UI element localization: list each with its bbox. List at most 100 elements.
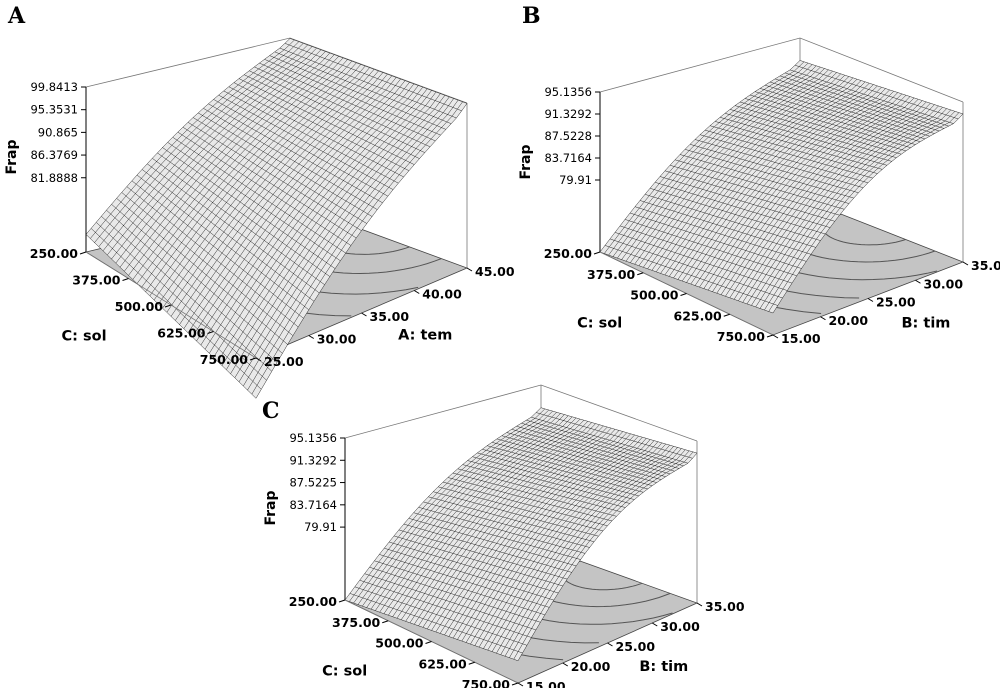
mesh-line-v: [608, 62, 809, 256]
y-tick-label: 375.00: [72, 273, 121, 288]
x-tick-label: 20.00: [829, 313, 869, 328]
mesh-line-v: [725, 99, 919, 297]
mesh-line-v: [621, 66, 821, 260]
z-tick-label: 95.3531: [30, 103, 78, 117]
x-tick-mark: [651, 622, 658, 627]
y-tick-mark: [382, 620, 389, 624]
mesh-line-v: [694, 89, 890, 286]
x-tick-label: 25.00: [616, 639, 656, 654]
mesh-line-v: [625, 68, 825, 262]
mesh-line-v: [153, 64, 361, 301]
mesh-line-v: [145, 60, 353, 292]
x-tick-label: 35.00: [370, 309, 410, 324]
mesh-line-v: [115, 49, 322, 264]
mesh-line-v: [669, 81, 866, 277]
y-tick-mark: [723, 313, 730, 317]
y-tick-mark: [249, 357, 257, 361]
mesh-line-v: [690, 88, 886, 285]
mesh-line-v: [409, 424, 600, 623]
z-tick-label: 87.5228: [544, 129, 592, 143]
x-tick-mark: [255, 357, 262, 362]
mesh-line-v: [656, 77, 854, 272]
surface-fill: [345, 407, 697, 661]
x-tick-label: 25.00: [876, 295, 916, 310]
x-tick-label: 45.00: [475, 264, 515, 279]
y-axis-label: C: sol: [62, 328, 107, 344]
mesh-line-v: [478, 442, 663, 648]
mesh-line-v: [500, 448, 682, 655]
mesh-line-v: [686, 87, 882, 283]
mesh-line-v: [716, 96, 911, 294]
mesh-line-v: [136, 57, 344, 284]
z-tick-label: 91.3292: [289, 453, 337, 467]
mesh-line-v: [720, 97, 915, 295]
x-tick-label: 20.00: [571, 659, 611, 674]
y-tick-label: 250.00: [30, 246, 79, 261]
x-tick-label: 30.00: [660, 619, 700, 634]
mesh-line-v: [517, 452, 698, 661]
x-tick-mark: [466, 267, 473, 272]
mesh-line-v: [742, 104, 935, 303]
mesh-line-v: [712, 95, 907, 292]
mesh-line-v: [638, 72, 837, 266]
mesh-line-v: [461, 438, 647, 642]
surface-fill: [86, 38, 467, 399]
mesh-line-v: [179, 73, 388, 325]
y-tick-mark: [79, 251, 87, 255]
surface-fill: [600, 60, 963, 314]
mesh-line-v: [431, 430, 620, 631]
mesh-line-v: [414, 425, 604, 625]
y-tick-label: 625.00: [157, 326, 206, 341]
x-axis-label: B: tim: [639, 659, 688, 675]
x-tick-label: 40.00: [422, 287, 462, 302]
mesh-line-v: [362, 412, 557, 607]
mesh-line-v: [729, 100, 923, 298]
mesh-line-v: [107, 46, 313, 256]
mesh-line-v: [427, 429, 616, 630]
mesh-line-v: [251, 101, 463, 395]
mesh-line-v: [119, 51, 326, 268]
x-tick-mark: [562, 662, 569, 667]
mesh-line-v: [630, 69, 829, 263]
mesh-line-v: [483, 443, 666, 649]
z-tick-label: 91.3292: [544, 107, 592, 121]
mesh-line-v: [746, 105, 939, 305]
mesh-line-v: [166, 69, 375, 313]
mesh-line-v: [513, 451, 694, 660]
mesh-line-v: [751, 107, 943, 306]
y-tick-mark: [593, 251, 601, 255]
y-tick-mark: [122, 278, 129, 281]
panel-label: B: [522, 3, 541, 29]
mesh-line-v: [474, 441, 659, 646]
mesh-line-v: [707, 93, 903, 291]
x-tick-label: 30.00: [924, 276, 964, 291]
mesh-line-v: [132, 56, 339, 280]
x-tick-mark: [517, 682, 524, 687]
mesh-line-v: [617, 65, 817, 259]
x-tick-mark: [696, 602, 703, 607]
mesh-line-v: [192, 78, 401, 338]
mesh-line-v: [457, 437, 643, 640]
mesh-line-v: [604, 61, 805, 254]
mesh-line-v: [439, 432, 627, 634]
mesh-line-v: [162, 67, 370, 309]
y-tick-label: 500.00: [375, 636, 424, 651]
y-tick-mark: [207, 331, 214, 334]
mesh-line-v: [392, 420, 585, 617]
mesh-line-v: [699, 91, 894, 288]
mesh-line-v: [465, 439, 651, 643]
x-tick-label: 30.00: [317, 332, 357, 347]
mesh-line-v: [418, 426, 608, 626]
x-tick-mark: [962, 261, 969, 266]
mesh-line-v: [243, 98, 454, 387]
mesh-line-v: [370, 414, 565, 610]
mesh-line-v: [452, 435, 639, 639]
mesh-line-v: [94, 41, 300, 243]
surface-panel-b: 95.1356 91.3292 87.5228 83.7164 79.91 Frap 250…: [518, 3, 1000, 346]
surface-panel-c: 95.1356 91.3292 87.5225 83.7164 79.91 Frap 250…: [262, 384, 745, 688]
mesh-line-v: [634, 70, 833, 265]
y-tick-label: 625.00: [674, 308, 723, 323]
mesh-line-v: [388, 418, 581, 616]
mesh-line-v: [651, 76, 850, 271]
mesh-line-v: [612, 64, 813, 257]
